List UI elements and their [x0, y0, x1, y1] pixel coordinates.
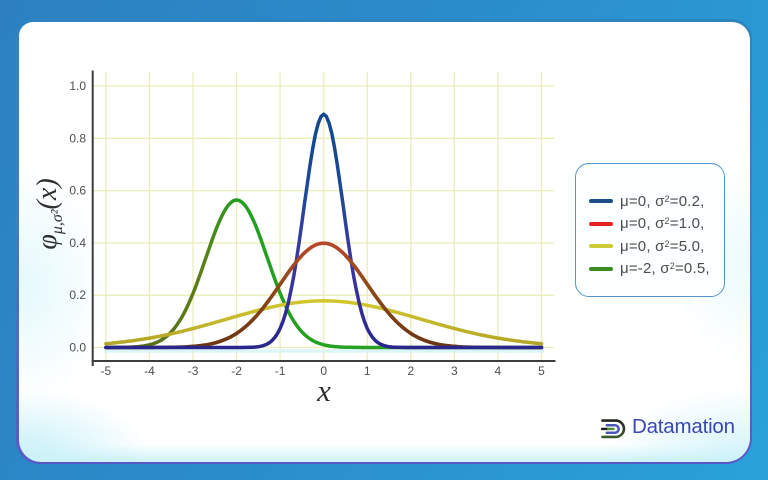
svg-text:x: x [316, 373, 331, 408]
svg-text:-4: -4 [144, 364, 155, 378]
svg-text:4: 4 [495, 364, 502, 378]
svg-text:0.6: 0.6 [69, 184, 86, 198]
svg-text:φμ,σ²(x): φμ,σ²(x) [32, 178, 66, 249]
svg-text:2: 2 [407, 364, 414, 378]
svg-text:-2: -2 [231, 364, 242, 378]
svg-text:-3: -3 [188, 364, 199, 378]
svg-text:0.0: 0.0 [69, 341, 86, 355]
svg-text:0.2: 0.2 [69, 288, 86, 302]
svg-text:0.4: 0.4 [69, 236, 86, 250]
svg-text:0.8: 0.8 [69, 131, 86, 145]
svg-text:-1: -1 [275, 364, 286, 378]
svg-text:5: 5 [538, 364, 545, 378]
svg-text:0: 0 [320, 364, 327, 378]
svg-text:-5: -5 [101, 364, 112, 378]
svg-text:1.0: 1.0 [69, 79, 86, 93]
svg-text:3: 3 [451, 364, 458, 378]
svg-text:1: 1 [364, 364, 371, 378]
